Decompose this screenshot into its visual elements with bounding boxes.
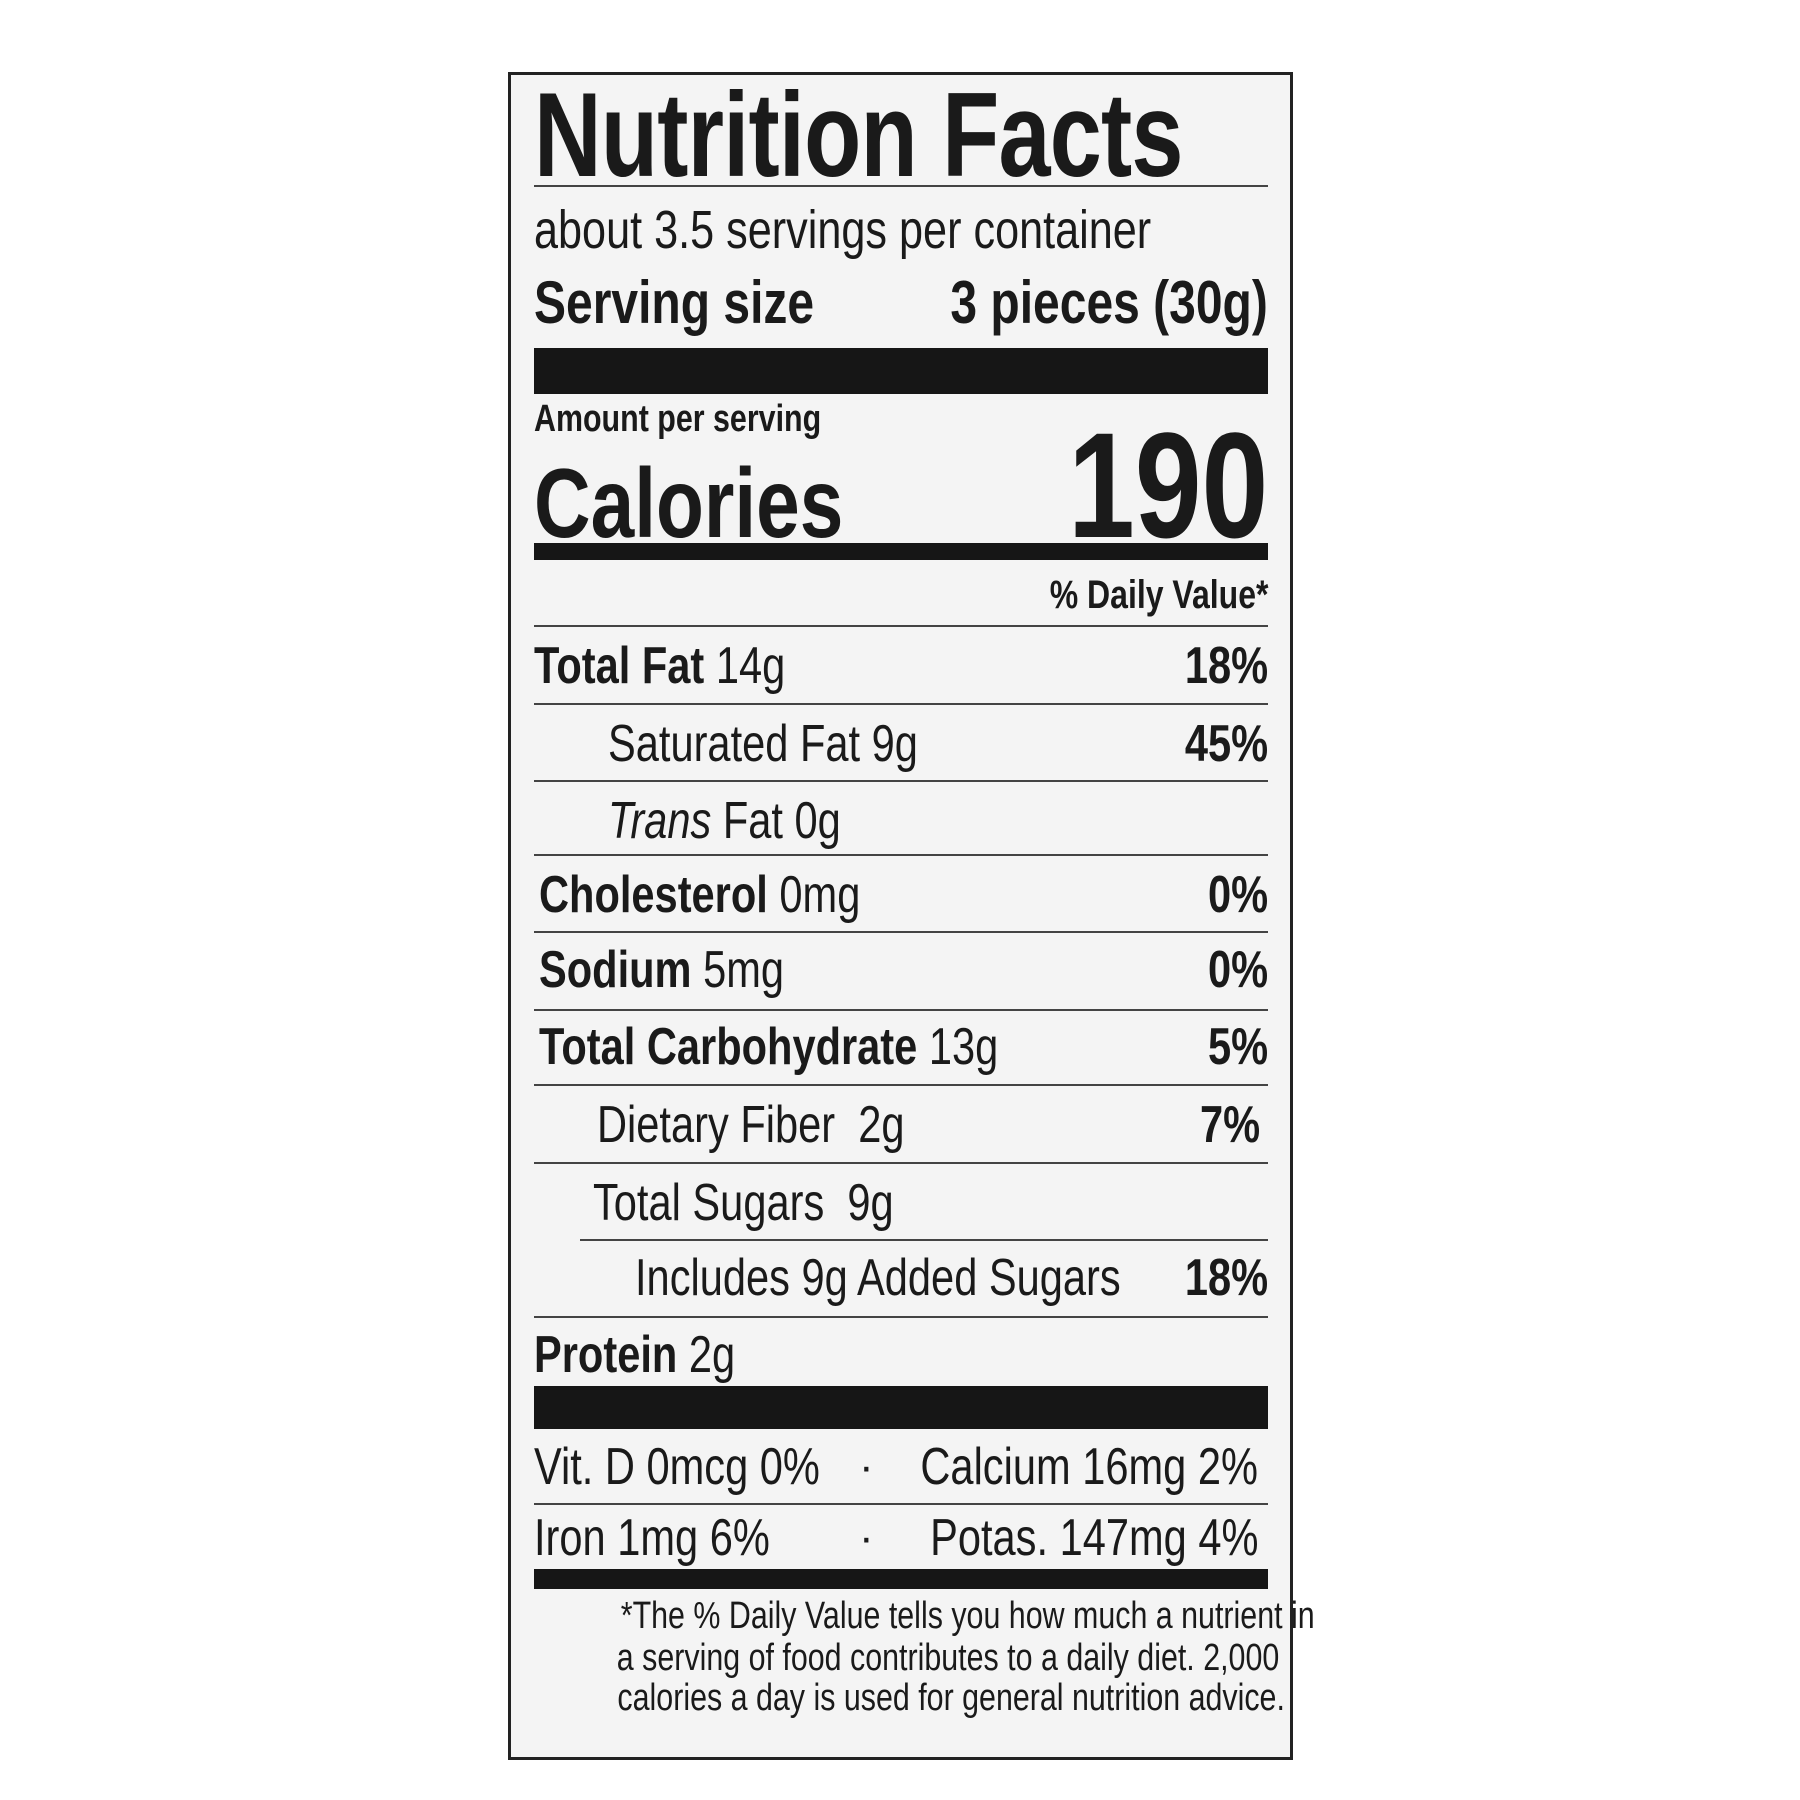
footnote-line: calories a day is used for general nutri… — [617, 1677, 1285, 1719]
medium-divider — [534, 1569, 1268, 1589]
micronutrient-row: Iron 1mg 6% · Potas. 147mg 4% — [534, 1509, 1258, 1567]
divider — [534, 1162, 1268, 1164]
nutrient-row-trans-fat: Trans Fat 0g — [608, 792, 841, 850]
nutrient-row-dietary-fiber: Dietary Fiber 2g 7% — [597, 1096, 1260, 1154]
calories-row: Calories 190 — [534, 401, 1268, 569]
divider — [534, 185, 1268, 187]
medium-divider — [534, 543, 1268, 560]
divider — [534, 625, 1268, 627]
thick-divider — [534, 1386, 1268, 1429]
calories-value: 190 — [1067, 401, 1268, 569]
nutrient-row-total-fat: Total Fat 14g 18% — [534, 637, 1268, 695]
nutrient-row-total-sugars: Total Sugars 9g — [593, 1174, 894, 1232]
serving-size-label: Serving size — [534, 269, 815, 336]
calories-label: Calories — [534, 448, 844, 558]
nutrient-row-saturated-fat: Saturated Fat 9g 45% — [608, 715, 1268, 773]
micronutrient-row: Vit. D 0mcg 0% · Calcium 16mg 2% — [534, 1438, 1258, 1496]
servings-per-container: about 3.5 servings per container — [534, 200, 1152, 260]
divider — [580, 1239, 1268, 1241]
divider — [534, 780, 1268, 782]
nutrient-row-sodium: Sodium 5mg 0% — [539, 941, 1268, 999]
divider — [534, 1316, 1268, 1318]
footnote-line: a serving of food contributes to a daily… — [616, 1637, 1280, 1679]
nutrient-row-total-carbohydrate: Total Carbohydrate 13g 5% — [539, 1018, 1268, 1076]
footnote-line: *The % Daily Value tells you how much a … — [620, 1595, 1315, 1637]
divider — [534, 1084, 1268, 1086]
nutrient-row-cholesterol: Cholesterol 0mg 0% — [539, 866, 1268, 924]
thick-divider — [534, 348, 1268, 394]
amount-per-serving: Amount per serving — [534, 398, 822, 440]
label-title: Nutrition Facts — [534, 68, 1183, 202]
divider — [534, 1503, 1268, 1505]
divider — [534, 1009, 1268, 1011]
nutrient-row-protein: Protein 2g — [534, 1326, 736, 1384]
divider — [534, 931, 1268, 933]
serving-size-row: Serving size 3 pieces (30g) — [534, 268, 1268, 338]
divider — [534, 854, 1268, 856]
daily-value-header: % Daily Value* — [1049, 573, 1268, 617]
nutrient-row-added-sugars: Includes 9g Added Sugars 18% — [635, 1249, 1268, 1307]
serving-size-value: 3 pieces (30g) — [950, 269, 1268, 336]
divider — [534, 703, 1268, 705]
